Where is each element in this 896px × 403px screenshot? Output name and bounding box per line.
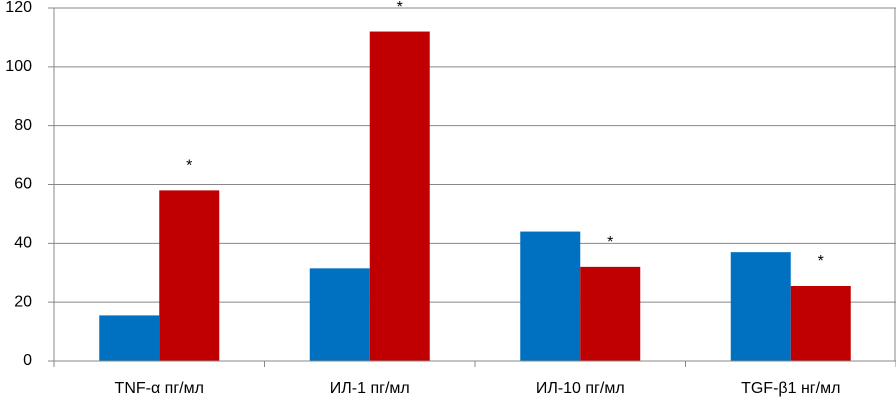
bar [369, 31, 430, 362]
bar [730, 252, 791, 361]
y-tick-label: 20 [14, 293, 32, 310]
bar [520, 231, 581, 361]
bar [159, 190, 220, 361]
x-tick-label: TNF-α пг/мл [115, 380, 204, 397]
bar [309, 268, 370, 361]
y-tick-label: 80 [14, 117, 32, 134]
annotation: * [397, 0, 403, 16]
bar [99, 315, 160, 361]
annotation: * [607, 234, 613, 251]
y-tick-label: 100 [5, 58, 32, 75]
x-tick-label: TGF-β1 нг/мл [741, 380, 840, 397]
x-tick-label: ИЛ-10 пг/мл [536, 380, 625, 397]
bar [790, 285, 851, 361]
x-tick-label: ИЛ-1 пг/мл [330, 380, 410, 397]
y-tick-label: 120 [5, 0, 32, 16]
annotation: * [818, 253, 824, 270]
y-tick-label: 40 [14, 235, 32, 252]
y-tick-label: 0 [23, 352, 32, 369]
annotation: * [186, 158, 192, 175]
bar [580, 266, 641, 361]
y-tick-label: 60 [14, 176, 32, 193]
